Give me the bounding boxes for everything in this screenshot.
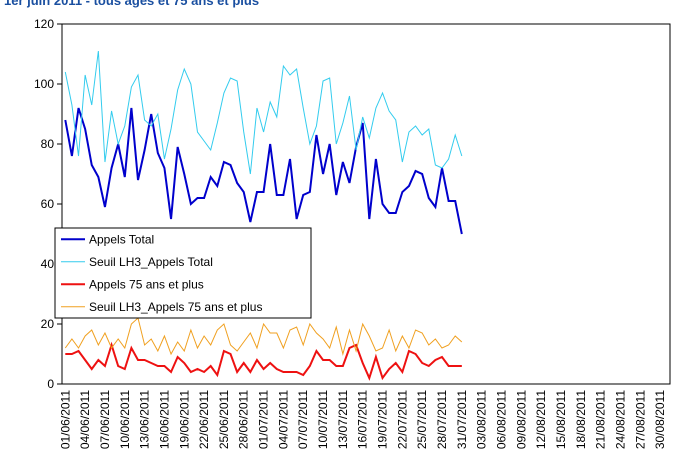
x-tick-label: 10/07/2011	[316, 390, 330, 449]
y-tick-label: 60	[41, 197, 55, 211]
x-tick-label: 28/07/2011	[435, 390, 449, 449]
x-tick-label: 22/06/2011	[197, 390, 211, 449]
series-line	[65, 341, 462, 381]
x-tick-label: 28/06/2011	[237, 390, 251, 449]
x-tick-label: 10/06/2011	[118, 390, 132, 449]
x-tick-label: 04/07/2011	[276, 390, 290, 449]
x-tick-label: 09/08/2011	[514, 390, 528, 449]
y-tick-label: 20	[41, 317, 55, 331]
chart-title: 1er juin 2011 - tous âges et 75 ans et p…	[4, 0, 259, 8]
y-tick-label: 0	[47, 377, 54, 391]
series-line	[64, 107, 463, 235]
x-tick-label: 27/08/2011	[633, 390, 647, 449]
legend-box	[54, 227, 312, 319]
legend-label: Appels 75 ans et plus	[89, 277, 204, 291]
x-tick-label: 19/06/2011	[177, 390, 191, 449]
x-tick-label: 03/08/2011	[475, 390, 489, 449]
x-tick-label: 04/06/2011	[78, 390, 92, 449]
x-tick-label: 18/08/2011	[574, 390, 588, 449]
x-tick-label: 16/07/2011	[356, 390, 370, 449]
x-tick-label: 21/08/2011	[594, 390, 608, 449]
x-tick-label: 15/08/2011	[554, 390, 568, 449]
x-tick-label: 30/08/2011	[653, 390, 667, 449]
x-tick-label: 12/08/2011	[534, 390, 548, 449]
legend: Appels Total Seuil LH3_Appels Total Appels…	[54, 227, 312, 319]
x-tick-label: 01/06/2011	[58, 390, 72, 449]
x-tick-label: 06/08/2011	[494, 390, 508, 449]
x-tick-label: 16/06/2011	[157, 390, 171, 449]
y-tick-label: 40	[41, 257, 55, 271]
x-tick-label: 07/06/2011	[98, 390, 112, 449]
x-tick-label: 25/06/2011	[217, 390, 231, 449]
x-tick-label: 13/07/2011	[336, 390, 350, 449]
series-line	[64, 50, 463, 175]
x-tick-label: 07/07/2011	[296, 390, 310, 449]
y-tick-label: 100	[34, 77, 54, 91]
y-tick-label: 120	[34, 17, 54, 31]
x-tick-label: 25/07/2011	[415, 390, 429, 449]
legend-label: Seuil LH3_Appels 75 ans et plus	[89, 300, 262, 314]
x-tick-label: 13/06/2011	[138, 390, 152, 449]
y-tick-label: 80	[41, 137, 55, 151]
series-line	[64, 317, 463, 356]
x-tick-label: 22/07/2011	[395, 390, 409, 449]
legend-label: Seuil LH3_Appels Total	[89, 255, 213, 269]
x-tick-label: 24/08/2011	[613, 390, 627, 449]
x-tick-label: 19/07/2011	[376, 390, 390, 449]
x-tick-label: 01/07/2011	[257, 390, 271, 449]
x-tick-label: 31/07/2011	[455, 390, 469, 449]
legend-label: Appels Total	[89, 232, 154, 246]
